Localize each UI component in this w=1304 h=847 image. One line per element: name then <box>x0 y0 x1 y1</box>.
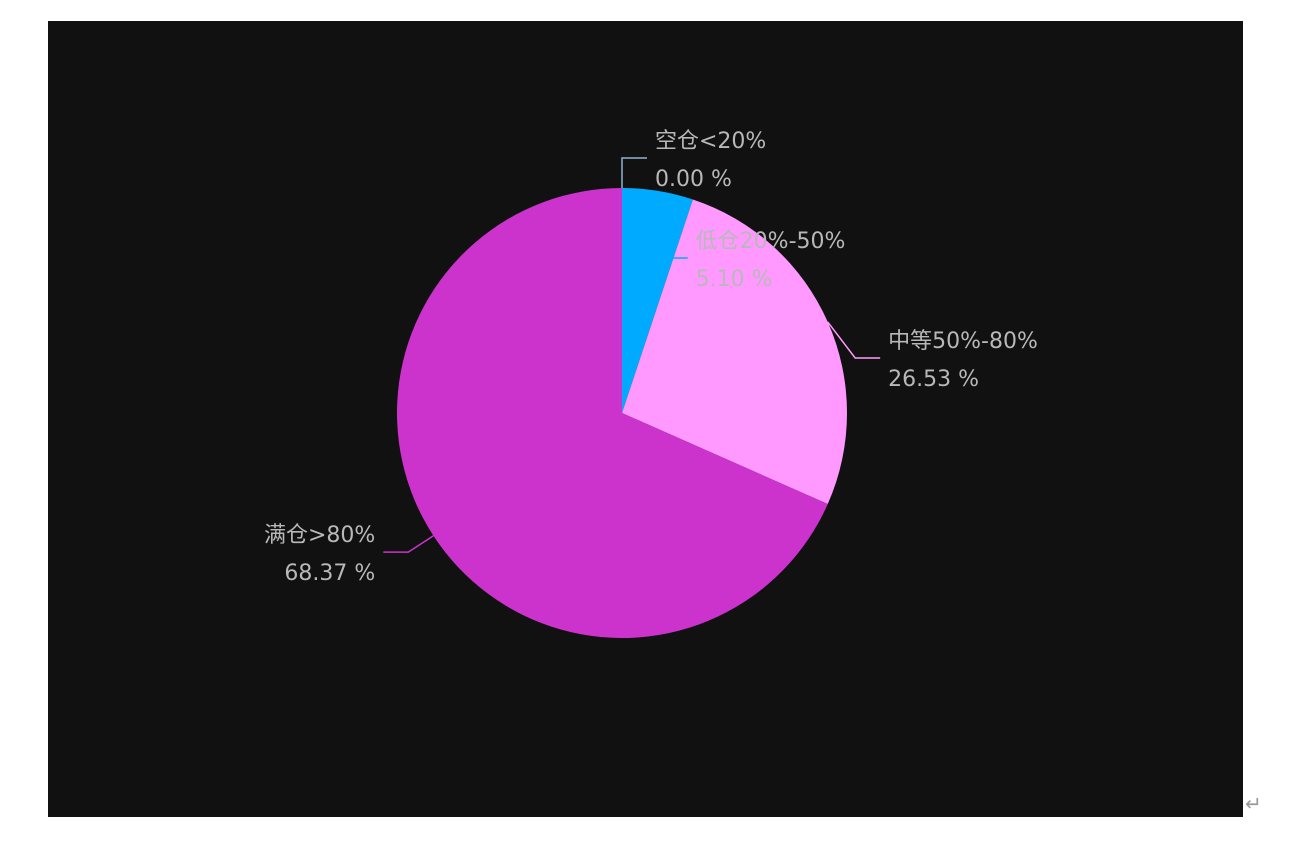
leader-line <box>621 157 647 188</box>
paragraph-mark: ↵ <box>1245 792 1262 816</box>
value-label: 5.10 % <box>696 267 773 292</box>
value-label: 26.53 % <box>888 367 979 392</box>
pie-slice <box>397 188 828 638</box>
slice-label: 低仓20%-50% <box>696 229 846 254</box>
pie-slice <box>622 199 847 505</box>
leader-line <box>827 321 881 359</box>
value-label: 68.37 % <box>284 561 375 586</box>
slice-label: 中等50%-80% <box>888 329 1038 354</box>
leader-line <box>383 535 434 553</box>
pie-slice <box>622 188 693 413</box>
slice-label: 满仓>80% <box>264 523 375 548</box>
value-label: 0.00 % <box>655 167 732 192</box>
slice-label: 空仓<20% <box>655 129 766 154</box>
leader-line <box>657 190 688 259</box>
